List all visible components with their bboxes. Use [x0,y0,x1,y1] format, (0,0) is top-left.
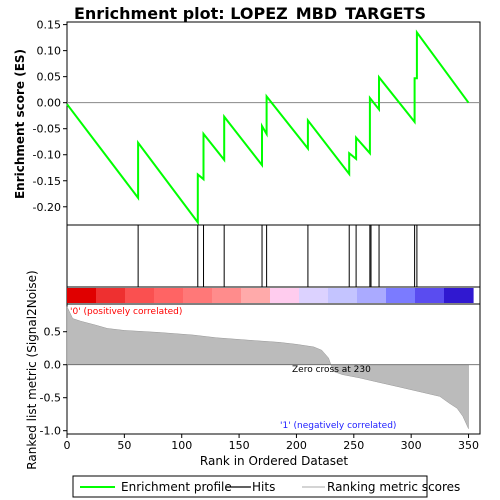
legend-profile-label: Enrichment profile [121,480,232,494]
heatmap-segment [212,288,242,303]
metric-y-tick-label: -0.5 [40,392,61,405]
x-tick-label: 150 [229,439,250,452]
heatmap-segment [67,288,97,303]
heatmap-segment [154,288,184,303]
legend: Enrichment profile Hits Ranking metric s… [72,475,460,498]
chart-title: Enrichment plot: LOPEZ_MBD_TARGETS [74,4,426,23]
es-y-label: Enrichment score (ES) [13,49,27,199]
es-y-tick-label: 0.10 [37,45,62,58]
heatmap-segment [357,288,387,303]
legend-metric-label: Ranking metric scores [327,480,460,494]
negative-label: '1' (negatively correlated) [280,421,396,431]
x-tick-label: 300 [401,439,422,452]
metric-y-tick-label: -1.0 [40,425,61,438]
x-tick-label: 350 [458,439,479,452]
heatmap-segment [444,288,474,303]
heatmap-segment [328,288,358,303]
heatmap-bar [66,286,481,305]
positive-label: '0' (positively correlated) [70,307,182,317]
es-panel: -0.20 -0.15 -0.10 -0.05 0.00 0.05 0.10 0.15 Enr… [13,19,481,226]
heatmap-segment [125,288,155,303]
es-y-tick-label: 0.15 [37,19,62,32]
metric-y-tick-label: 0.0 [44,359,62,372]
hit-marks [137,225,418,287]
enrichment-profile-line [66,29,470,226]
zero-cross-label: Zero cross at 230 [292,365,371,375]
x-axis: 0 50 100 150 200 250 300 350 [64,434,479,452]
x-tick-label: 200 [286,439,307,452]
es-y-tick-label: 0.05 [37,71,62,84]
heatmap-segments [67,288,474,303]
es-y-tick-label: -0.15 [33,175,61,188]
heatmap-segment [241,288,271,303]
heatmap-segment [183,288,213,303]
es-frame [66,21,481,226]
es-y-tick-label: -0.20 [33,201,61,214]
metric-panel: -1.0 -0.5 0.0 0.5 0 50 100 150 200 250 300 350 '0'… [25,270,481,470]
ranking-metric-area [66,306,469,429]
heatmap-segment [270,288,300,303]
es-y-tick-label: 0.00 [37,97,62,110]
heatmap-segment [415,288,445,303]
hits-panel [66,224,481,288]
x-tick-label: 50 [117,439,131,452]
metric-y-label: Ranked list metric (Signal2Noise) [25,270,39,469]
metric-y-tick-label: 0.5 [44,326,62,339]
heatmap-segment [299,288,329,303]
legend-hits-label: Hits [252,480,275,494]
x-tick-label: 100 [171,439,192,452]
heatmap-segment [96,288,126,303]
x-axis-label: Rank in Ordered Dataset [200,454,348,468]
metric-y-axis: -1.0 -0.5 0.0 0.5 [40,326,67,438]
heatmap-segment [386,288,416,303]
hits-frame [66,224,481,288]
es-y-tick-label: -0.10 [33,149,61,162]
x-tick-label: 250 [343,439,364,452]
es-y-axis: -0.20 -0.15 -0.10 -0.05 0.00 0.05 0.10 0.15 [33,19,67,214]
es-y-tick-label: -0.05 [33,123,61,136]
x-tick-label: 0 [64,439,71,452]
